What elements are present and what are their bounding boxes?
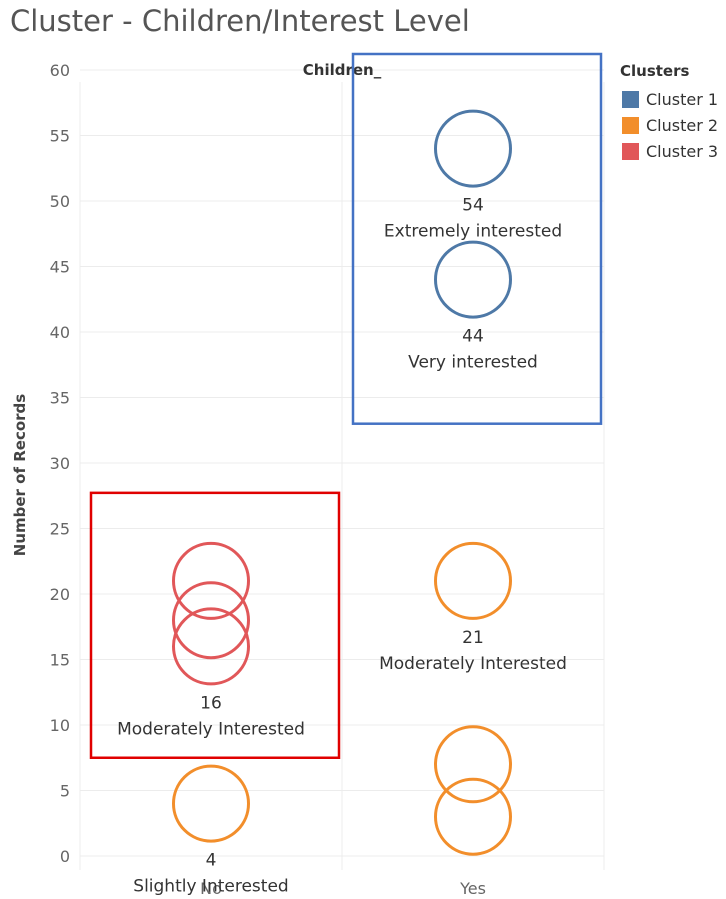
y-tick-label: 25	[50, 520, 70, 539]
legend-label-cluster-3: Cluster 3	[646, 141, 719, 161]
y-tick-label: 10	[50, 716, 70, 735]
legend-swatch-cluster-1	[622, 90, 639, 108]
data-point	[434, 777, 512, 856]
legend-swatch-cluster-3	[622, 142, 639, 160]
y-tick-label: 30	[50, 454, 70, 473]
data-label: 44	[462, 327, 484, 347]
legend-item-cluster-2[interactable]: Cluster 2	[622, 112, 718, 138]
data-label-level: Extremely interested	[384, 222, 562, 242]
x-tick-label: Yes	[459, 879, 486, 898]
y-tick-label: 60	[50, 61, 70, 80]
column-header: Children_	[303, 61, 382, 79]
legend: Cluster 1 Cluster 2 Cluster 3	[622, 86, 718, 164]
legend-item-cluster-1[interactable]: Cluster 1	[622, 86, 718, 112]
y-axis-label: Number of Records	[11, 394, 29, 557]
data-point	[172, 541, 250, 620]
y-tick-label: 55	[50, 127, 70, 146]
data-point	[434, 109, 512, 188]
legend-item-cluster-3[interactable]: Cluster 3	[622, 138, 718, 164]
y-tick-label: 0	[60, 847, 70, 866]
y-tick-label: 20	[50, 585, 70, 604]
data-label-level: Slightly Interested	[133, 877, 288, 897]
y-tick-label: 45	[50, 258, 70, 277]
data-label: 21	[462, 628, 484, 648]
y-tick-label: 40	[50, 323, 70, 342]
data-label-level: Very interested	[408, 353, 538, 373]
data-point	[172, 607, 250, 686]
data-label: 4	[206, 851, 217, 871]
data-label: 16	[200, 693, 222, 713]
y-tick-label: 50	[50, 192, 70, 211]
y-tick-label: 35	[50, 389, 70, 408]
data-point	[434, 240, 512, 319]
data-label-level: Moderately Interested	[117, 719, 305, 739]
legend-label-cluster-2: Cluster 2	[646, 115, 719, 135]
legend-label-cluster-1: Cluster 1	[646, 89, 719, 109]
chart-title: Cluster - Children/Interest Level	[10, 4, 470, 38]
y-tick-label: 5	[60, 782, 70, 801]
x-tick-label: No	[200, 879, 222, 898]
data-point	[434, 725, 512, 804]
legend-title: Clusters	[620, 62, 690, 80]
data-point	[172, 581, 250, 660]
highlight-box	[351, 52, 603, 425]
y-tick-label: 15	[50, 651, 70, 670]
data-point	[434, 541, 512, 620]
data-label-level: Moderately Interested	[379, 654, 567, 674]
highlight-box	[89, 491, 341, 759]
legend-swatch-cluster-2	[622, 116, 639, 134]
data-label: 54	[462, 196, 484, 216]
data-point	[172, 764, 250, 843]
